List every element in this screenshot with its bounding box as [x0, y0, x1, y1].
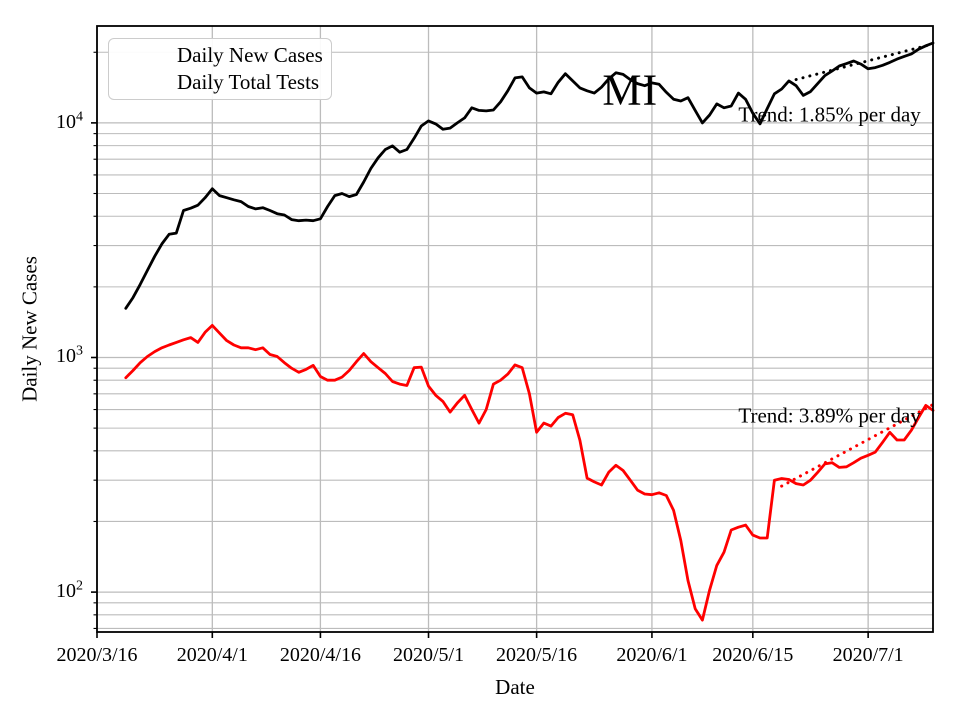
legend-label: Daily New Cases	[177, 43, 323, 67]
tests-trend-annotation: Trend: 1.85% per day	[738, 102, 921, 127]
red-line-swatch	[118, 54, 164, 58]
y-tick-label: 103	[56, 343, 83, 368]
state-annotation: MI	[602, 65, 659, 115]
legend: Daily New Cases Daily Total Tests	[108, 38, 332, 100]
cases-trend-annotation: Trend: 3.89% per day	[738, 403, 921, 428]
plot-border	[96, 25, 934, 633]
x-tick-label: 2020/7/1	[832, 644, 904, 666]
series-line-daily-new-cases	[124, 323, 935, 622]
y-tick-label: 102	[56, 578, 83, 603]
trend-line-1-85-per-day	[794, 42, 935, 82]
black-line-swatch	[118, 81, 164, 85]
x-tick-label: 2020/6/15	[712, 644, 794, 666]
legend-item-daily-new-cases: Daily New Cases	[109, 45, 331, 66]
x-axis-title: Date	[495, 675, 535, 699]
y-axis-title: Daily New Cases	[17, 256, 42, 402]
legend-item-daily-total-tests: Daily Total Tests	[109, 72, 331, 93]
series-line-daily-total-tests	[124, 41, 935, 310]
trend-line-3-89-per-day	[780, 403, 935, 488]
x-tick-label: 2020/5/16	[496, 644, 578, 666]
x-tick-label: 2020/3/16	[56, 644, 138, 666]
x-tick-label: 2020/5/1	[392, 644, 465, 666]
y-tick-label: 104	[56, 109, 83, 133]
x-tick-label: 2020/6/1	[616, 644, 688, 666]
legend-label: Daily Total Tests	[177, 70, 320, 94]
x-tick-label: 2020/4/16	[279, 644, 361, 666]
x-tick-label: 2020/4/1	[176, 644, 248, 666]
